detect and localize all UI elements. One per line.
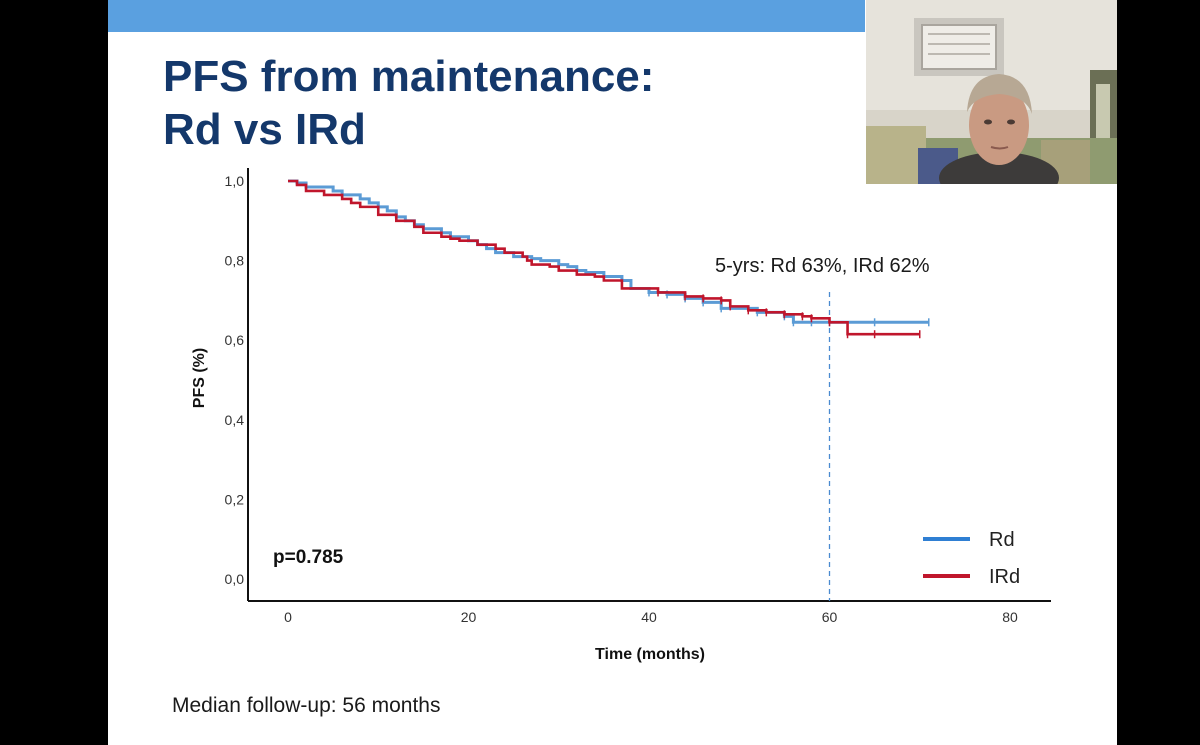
header-band [108, 0, 865, 32]
label-layer: 5-yrs: Rd 63%, IRd 62% p=0.785 Time (mon… [191, 255, 930, 663]
y-tick-label: 1,0 [225, 173, 245, 189]
title-line-2: Rd vs IRd [163, 105, 366, 154]
legend-label-rd: Rd [989, 529, 1015, 551]
slide-title: PFS from maintenance: Rd vs IRd [163, 50, 654, 156]
chart-legend: Rd IRd [923, 529, 1020, 588]
series-layer [288, 179, 930, 339]
y-tick-label: 0,6 [225, 332, 245, 348]
five-year-annotation: 5-yrs: Rd 63%, IRd 62% [715, 255, 930, 277]
y-tick-label: 0,4 [225, 412, 245, 428]
km-chart: 0 20 40 60 80 0,0 0,2 0,4 0,6 0,8 1,0 5-yrs: Rd 63… [191, 168, 1051, 663]
x-tick-label: 80 [1002, 609, 1018, 625]
chart-axes: 0 20 40 60 80 0,0 0,2 0,4 0,6 0,8 1,0 [225, 168, 1051, 625]
y-axis-title: PFS (%) [191, 348, 208, 408]
x-tick-label: 20 [461, 609, 477, 625]
legend-label-ird: IRd [989, 566, 1020, 588]
footnote: Median follow-up: 56 months [172, 694, 441, 717]
title-line-1: PFS from maintenance: [163, 52, 655, 101]
series-line-rd [288, 179, 929, 324]
y-tick-label: 0,0 [225, 571, 245, 587]
y-tick-label: 0,2 [225, 491, 245, 507]
p-value-label: p=0.785 [273, 547, 344, 568]
y-tick-label: 0,8 [225, 253, 245, 269]
presenter-video-feed-icon [866, 0, 1117, 184]
x-tick-label: 40 [641, 609, 657, 625]
x-tick-label: 60 [822, 609, 838, 625]
x-axis-title: Time (months) [595, 646, 705, 663]
x-tick-label: 0 [284, 609, 292, 625]
